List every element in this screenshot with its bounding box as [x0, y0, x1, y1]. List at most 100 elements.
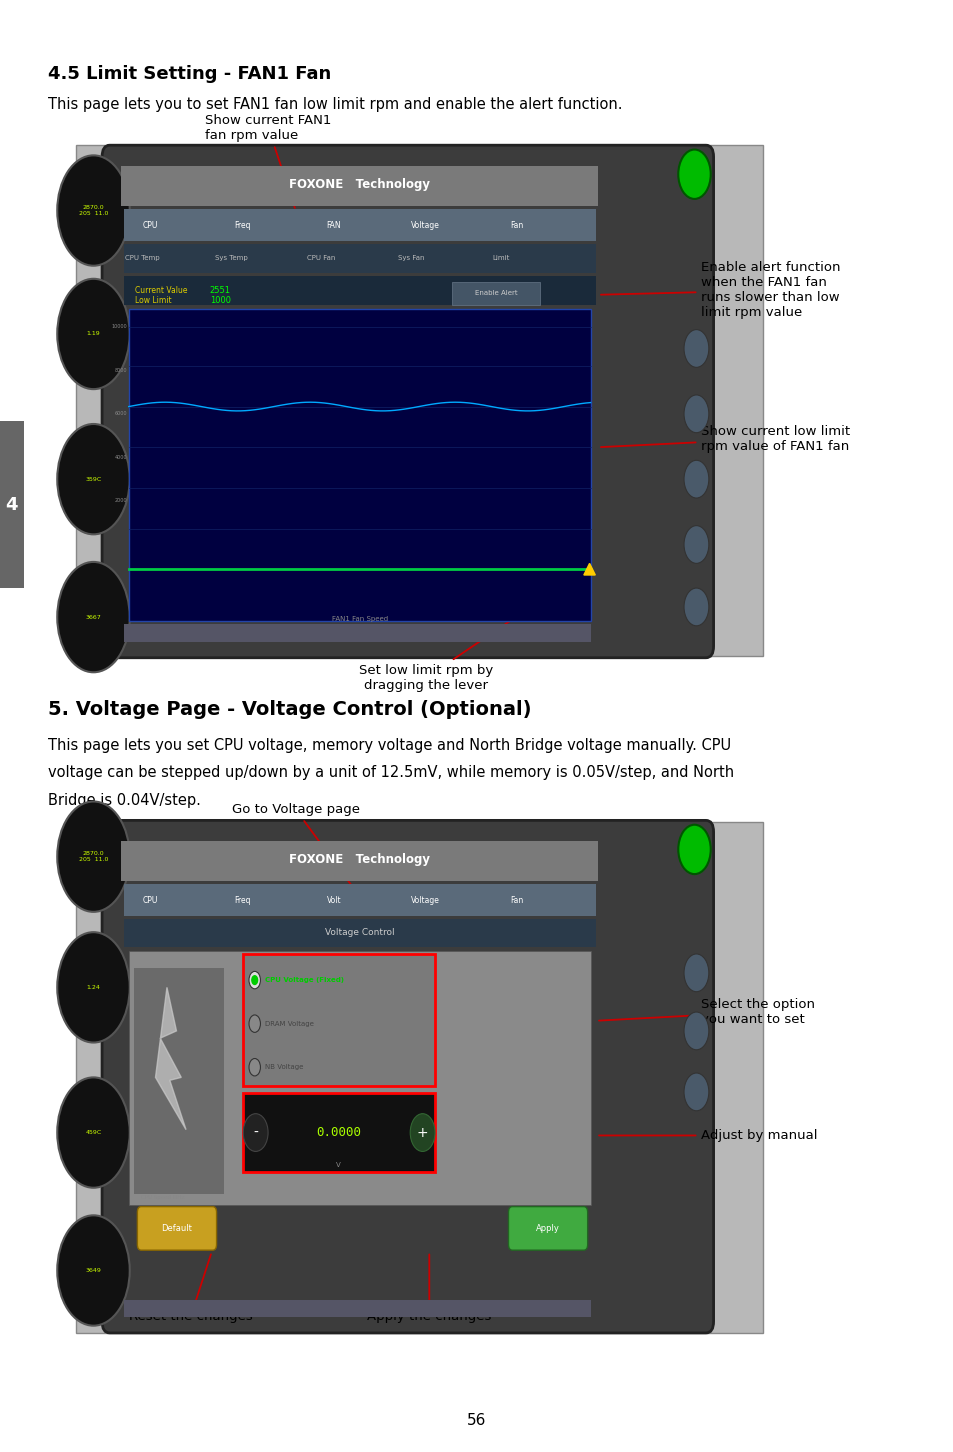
Text: 2551: 2551: [210, 286, 231, 295]
Circle shape: [683, 395, 708, 433]
Text: 10000: 10000: [112, 324, 127, 330]
Text: CPU Fan: CPU Fan: [307, 256, 335, 261]
Text: Fan: Fan: [510, 221, 523, 229]
Text: Select the option
you want to set: Select the option you want to set: [598, 998, 814, 1027]
FancyBboxPatch shape: [124, 276, 596, 305]
Text: Bridge is 0.04V/step.: Bridge is 0.04V/step.: [48, 793, 200, 807]
Text: 359C: 359C: [85, 476, 102, 482]
Circle shape: [683, 954, 708, 992]
Text: -: -: [253, 1125, 258, 1140]
Circle shape: [683, 330, 708, 367]
Text: FOXONE   Technology: FOXONE Technology: [289, 854, 430, 865]
Text: 6000: 6000: [114, 411, 127, 417]
Text: Adjust by manual: Adjust by manual: [598, 1130, 817, 1141]
Text: Freq: Freq: [233, 221, 251, 229]
Circle shape: [57, 932, 130, 1043]
Text: Apply the changes: Apply the changes: [367, 1255, 491, 1323]
Circle shape: [57, 1215, 130, 1326]
Text: 56: 56: [467, 1413, 486, 1427]
Text: Set low limit rpm by
dragging the lever: Set low limit rpm by dragging the lever: [359, 569, 586, 691]
FancyBboxPatch shape: [76, 145, 762, 656]
Circle shape: [57, 562, 130, 672]
FancyBboxPatch shape: [124, 209, 596, 241]
Circle shape: [683, 526, 708, 563]
Text: 4.5 Limit Setting - FAN1 Fan: 4.5 Limit Setting - FAN1 Fan: [48, 65, 331, 83]
Circle shape: [410, 1114, 435, 1151]
FancyBboxPatch shape: [124, 919, 596, 947]
FancyBboxPatch shape: [0, 421, 24, 588]
Text: NB Voltage: NB Voltage: [265, 1064, 303, 1070]
Text: Sys Fan: Sys Fan: [397, 256, 424, 261]
Circle shape: [57, 1077, 130, 1188]
Text: CPU Temp: CPU Temp: [125, 256, 159, 261]
Text: Voltage: Voltage: [411, 896, 439, 905]
Text: Voltage: Voltage: [411, 221, 439, 229]
Text: Default: Default: [161, 1224, 192, 1233]
Text: 5. Voltage Page - Voltage Control (Optional): 5. Voltage Page - Voltage Control (Optio…: [48, 700, 531, 719]
Text: 1000: 1000: [210, 296, 231, 305]
Text: 3649: 3649: [86, 1268, 101, 1273]
Text: FAN1 Fan Speed: FAN1 Fan Speed: [332, 616, 387, 621]
FancyBboxPatch shape: [124, 884, 596, 916]
Circle shape: [683, 1012, 708, 1050]
Text: 459C: 459C: [85, 1130, 102, 1135]
FancyBboxPatch shape: [102, 145, 713, 658]
Text: 2870.0
205  11.0: 2870.0 205 11.0: [79, 851, 108, 862]
Text: Go to Voltage page: Go to Voltage page: [232, 803, 370, 910]
FancyBboxPatch shape: [137, 1207, 216, 1250]
FancyBboxPatch shape: [452, 282, 539, 305]
Circle shape: [57, 155, 130, 266]
Text: 3667: 3667: [86, 614, 101, 620]
Text: 2870.0
205  11.0: 2870.0 205 11.0: [79, 205, 108, 216]
Circle shape: [683, 460, 708, 498]
Text: DRAM Voltage: DRAM Voltage: [265, 1021, 314, 1027]
Text: Volt: Volt: [326, 896, 341, 905]
Text: 1.24: 1.24: [87, 984, 100, 990]
Text: 2000: 2000: [114, 498, 127, 504]
Circle shape: [252, 976, 257, 984]
Circle shape: [249, 1015, 260, 1032]
FancyBboxPatch shape: [124, 244, 596, 273]
FancyBboxPatch shape: [102, 820, 713, 1333]
Text: +: +: [416, 1125, 428, 1140]
FancyBboxPatch shape: [129, 951, 590, 1205]
Text: Sys Temp: Sys Temp: [215, 256, 248, 261]
FancyBboxPatch shape: [243, 954, 435, 1086]
Text: This page lets you set CPU voltage, memory voltage and North Bridge voltage manu: This page lets you set CPU voltage, memo…: [48, 738, 730, 752]
Text: Show current low limit
rpm value of FAN1 fan: Show current low limit rpm value of FAN1…: [600, 424, 849, 453]
Text: V: V: [336, 1162, 340, 1167]
FancyBboxPatch shape: [121, 841, 598, 881]
Circle shape: [57, 802, 130, 912]
FancyBboxPatch shape: [124, 1300, 591, 1317]
Circle shape: [683, 1073, 708, 1111]
Text: Show current FAN1
fan rpm value: Show current FAN1 fan rpm value: [205, 113, 331, 208]
Text: Limit: Limit: [492, 256, 509, 261]
Circle shape: [57, 424, 130, 534]
FancyBboxPatch shape: [121, 166, 598, 206]
Circle shape: [249, 1059, 260, 1076]
Text: voltage can be stepped up/down by a unit of 12.5mV, while memory is 0.05V/step, : voltage can be stepped up/down by a unit…: [48, 765, 733, 780]
FancyBboxPatch shape: [124, 624, 591, 642]
Text: 4000: 4000: [114, 454, 127, 460]
Text: 0.0000: 0.0000: [315, 1127, 361, 1138]
Text: Voltage Control: Voltage Control: [325, 928, 394, 937]
Circle shape: [678, 150, 710, 199]
Text: Enable alert function
when the FAN1 fan
runs slower than low
limit rpm value: Enable alert function when the FAN1 fan …: [600, 261, 840, 319]
Text: Freq: Freq: [233, 896, 251, 905]
Circle shape: [249, 971, 260, 989]
Circle shape: [683, 588, 708, 626]
Text: Fan: Fan: [510, 896, 523, 905]
FancyBboxPatch shape: [243, 1093, 435, 1172]
Text: 8000: 8000: [114, 367, 127, 373]
Circle shape: [57, 279, 130, 389]
Text: CPU: CPU: [143, 221, 158, 229]
Text: Apply: Apply: [535, 1224, 559, 1233]
Text: FOXONE   Technology: FOXONE Technology: [289, 179, 430, 190]
Text: 1.19: 1.19: [87, 331, 100, 337]
Text: 4: 4: [5, 497, 18, 514]
Circle shape: [678, 825, 710, 874]
Text: Reset the changes: Reset the changes: [129, 1255, 253, 1323]
Text: CPU: CPU: [143, 896, 158, 905]
Polygon shape: [583, 563, 595, 575]
FancyBboxPatch shape: [76, 822, 762, 1333]
